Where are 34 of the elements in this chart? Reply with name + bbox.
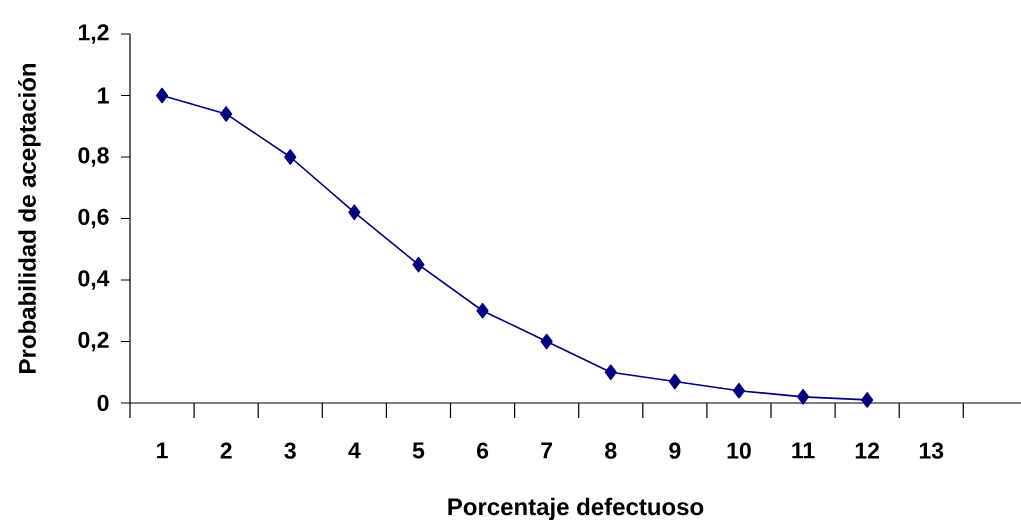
x-tick-label: 10 (727, 442, 751, 459)
point (220, 106, 233, 122)
point (861, 392, 874, 408)
y-tick-label: 1,2 (78, 24, 109, 44)
x-tick-label: 13 (919, 442, 944, 459)
point (540, 333, 553, 350)
x-tick-label: 9 (669, 442, 681, 459)
y-tick-label: 0,4 (78, 270, 110, 290)
y-tick-label: 0,6 (78, 208, 109, 229)
y-tick-label: 0 (97, 394, 109, 412)
x-tick-label: 11 (792, 442, 815, 459)
point (156, 87, 169, 104)
x-tick-label: 5 (412, 442, 425, 459)
x-axis-title: Porcentaje defectuoso (448, 497, 704, 521)
x-tick-label: 4 (348, 442, 361, 459)
point (604, 364, 617, 381)
x-tick-label: 6 (477, 442, 489, 459)
point (476, 302, 489, 319)
y-tick-label: 0,2 (78, 331, 109, 352)
y-tick-label: 0,8 (78, 147, 109, 167)
x-tick-label: 7 (541, 442, 553, 459)
point (284, 149, 297, 165)
point (732, 382, 746, 399)
point (412, 256, 425, 273)
x-tick-label: 8 (605, 442, 617, 459)
point (668, 373, 681, 390)
point (348, 204, 361, 221)
x-tick-label: 2 (220, 442, 232, 459)
y-axis-title: Probabilidad de aceptación (18, 63, 41, 373)
x-tick-label: 12 (855, 442, 880, 459)
y-tick-label: 1 (98, 87, 109, 104)
point (797, 389, 810, 405)
x-tick-label: 3 (284, 442, 296, 459)
x-tick-label: 1 (157, 442, 168, 459)
